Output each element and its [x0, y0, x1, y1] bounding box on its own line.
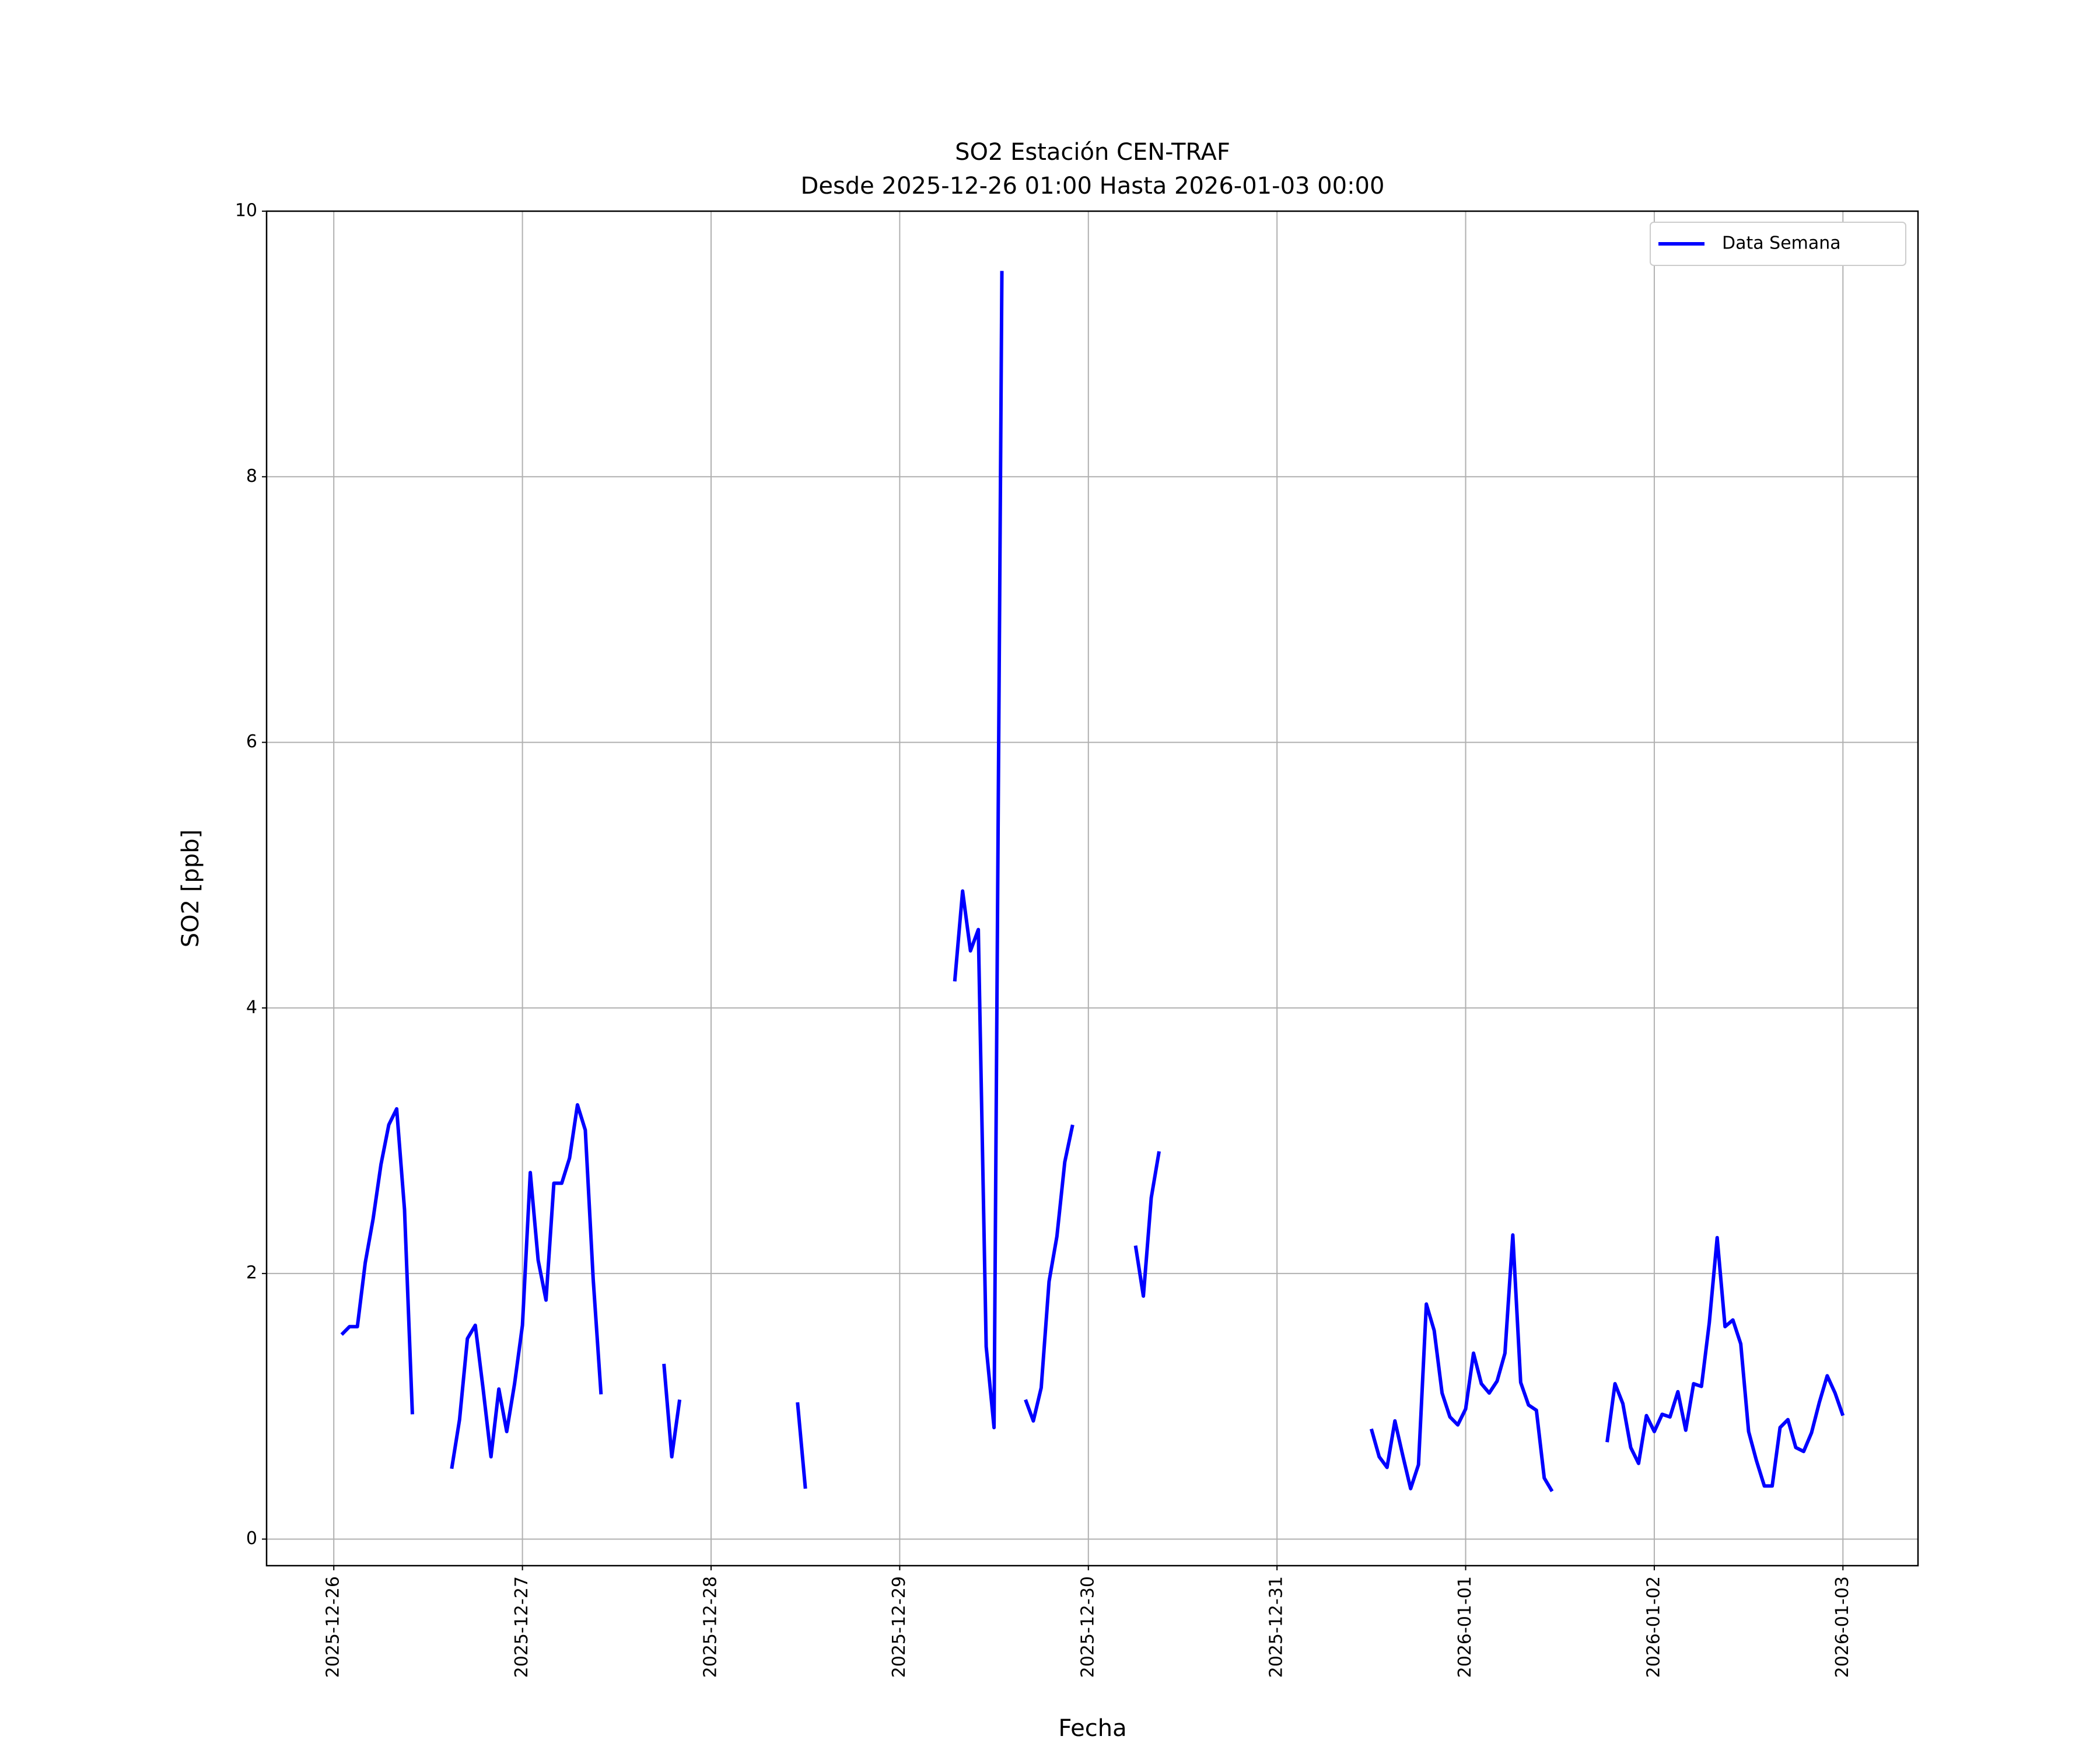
legend-label: Data Semana	[1722, 233, 1841, 254]
x-tick-label: 2025-12-31	[1266, 1576, 1287, 1678]
y-axis-label: SO2 [ppb]	[177, 830, 204, 947]
y-tick-label: 2	[246, 1263, 257, 1283]
chart-subtitle: Desde 2025-12-26 01:00 Hasta 2026-01-03 …	[801, 173, 1385, 200]
plot-frame	[265, 210, 1919, 1567]
y-tick-label: 10	[235, 201, 257, 221]
x-tick-label: 2025-12-30	[1077, 1576, 1098, 1678]
y-tick-label: 4	[246, 997, 257, 1017]
x-tick-label: 2026-01-01	[1455, 1576, 1475, 1678]
x-tick-label: 2025-12-26	[323, 1576, 344, 1678]
chart-title: SO2 Estación CEN-TRAF	[955, 139, 1230, 166]
data-line	[340, 271, 1845, 1493]
x-tick-label: 2025-12-28	[700, 1576, 720, 1678]
x-tick-label: 2025-12-27	[512, 1576, 532, 1678]
x-tick-label: 2026-01-02	[1643, 1576, 1664, 1678]
x-tick-label: 2025-12-29	[889, 1576, 909, 1678]
legend-box	[1650, 222, 1906, 266]
y-tick-label: 6	[246, 732, 257, 752]
y-tick-label: 0	[246, 1528, 257, 1549]
y-tick-label: 8	[246, 466, 257, 487]
x-tick-label: 2026-01-03	[1832, 1576, 1853, 1678]
x-axis-label: Fecha	[1058, 1715, 1126, 1742]
